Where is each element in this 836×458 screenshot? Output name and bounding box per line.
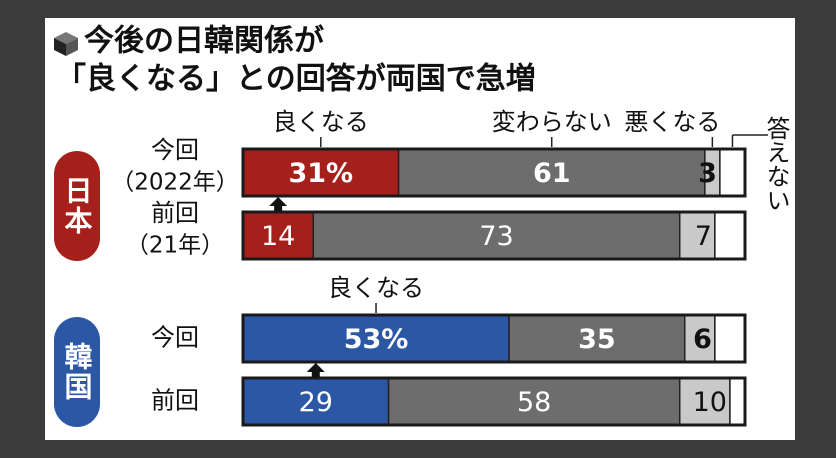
row-sublabel: （2022年） <box>111 170 239 196</box>
legend-label: 変わらない <box>492 108 612 136</box>
bar-segment <box>678 377 731 426</box>
value-label: 29 <box>299 387 333 418</box>
change-arrow <box>269 197 288 211</box>
value-label: 31% <box>288 158 353 189</box>
value-label: 10 <box>693 387 727 418</box>
group-label: 韓国 <box>61 342 94 402</box>
row-sublabel: （21年） <box>126 233 224 259</box>
title-icon <box>54 32 78 56</box>
bar-segment <box>684 314 716 363</box>
bar-outline <box>241 313 747 364</box>
value-label: 35 <box>578 324 616 355</box>
bar-outline <box>241 147 747 198</box>
legend-label: 答えない <box>762 116 790 212</box>
row-label: 今回 <box>151 324 199 352</box>
value-label: 7 <box>695 221 712 252</box>
change-arrow <box>306 363 325 377</box>
bar-segment <box>312 211 681 260</box>
bar-segment <box>719 148 746 197</box>
row-label: 前回 <box>151 387 199 415</box>
legend-label: 悪くなる <box>624 108 720 136</box>
bar-outline <box>241 210 747 261</box>
chart-title: 今後の日韓関係が <box>84 24 324 59</box>
bar-segment <box>714 314 746 363</box>
group-badge <box>54 317 100 427</box>
legend-label: 良くなる <box>328 274 424 302</box>
bar-segment <box>714 211 746 260</box>
value-label: 58 <box>517 387 551 418</box>
value-label: 14 <box>261 221 295 252</box>
group-badge <box>54 151 100 261</box>
bar-segment <box>678 211 716 260</box>
group-label: 日本 <box>61 176 94 236</box>
value-label: 6 <box>693 324 712 355</box>
row-label: 前回 <box>151 199 199 227</box>
chart-title: 「良くなる」との回答が両国で急増 <box>56 62 536 97</box>
value-label: 61 <box>533 158 571 189</box>
bar-outline <box>241 376 747 427</box>
value-label: 53% <box>344 324 409 355</box>
value-label: 3 <box>698 158 717 189</box>
row-label: 今回 <box>151 136 199 164</box>
value-label: 73 <box>479 221 513 252</box>
legend-label: 良くなる <box>273 108 369 136</box>
bar-segment <box>729 377 746 426</box>
